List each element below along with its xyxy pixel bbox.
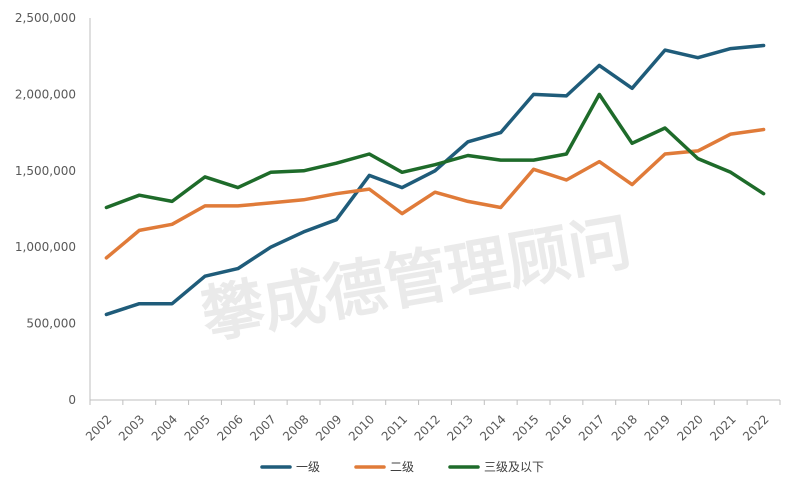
legend-label-2: 二级: [390, 460, 414, 474]
y-tick-label: 500,000: [26, 317, 76, 331]
y-tick-label: 0: [68, 393, 76, 407]
series-line-3: [104, 92, 766, 210]
x-tick-label: 2015: [510, 412, 541, 443]
x-tick-label: 2007: [247, 412, 278, 443]
x-tick-label: 2004: [149, 412, 180, 443]
x-tick-label: 2016: [543, 412, 574, 443]
x-tick-label: 2019: [642, 412, 673, 443]
x-tick-label: 2005: [182, 412, 213, 443]
x-tick-label: 2014: [477, 412, 508, 443]
legend-label-1: 一级: [296, 460, 320, 474]
y-tick-label: 1,500,000: [15, 164, 76, 178]
series-line-1: [104, 43, 766, 317]
x-tick-label: 2013: [444, 412, 475, 443]
legend-label-3: 三级及以下: [484, 460, 544, 474]
x-tick-label: 2021: [707, 412, 738, 443]
y-tick-label: 2,500,000: [15, 11, 76, 25]
x-tick-label: 2002: [83, 412, 114, 443]
x-tick-label: 2018: [609, 412, 640, 443]
x-tick-label: 2008: [280, 412, 311, 443]
legend: 一级 二级 三级及以下: [260, 460, 544, 474]
x-tick-label: 2010: [346, 412, 377, 443]
series-line-2: [104, 127, 766, 260]
x-tick-label: 2009: [313, 412, 344, 443]
y-tick-label: 2,000,000: [15, 87, 76, 101]
watermark: 攀成德管理顾问: [196, 205, 636, 352]
x-tick-label: 2022: [740, 412, 771, 443]
y-tick-label: 1,000,000: [15, 240, 76, 254]
series-layer: [104, 43, 766, 317]
x-tick-label: 2017: [576, 412, 607, 443]
x-tick-label: 2003: [116, 412, 147, 443]
x-tick-label: 2012: [412, 412, 443, 443]
x-tick-label: 2020: [674, 412, 705, 443]
axes: 0 500,000 1,000,000 1,500,000 2,000,000 2,500…: [15, 11, 781, 444]
x-tick-label: 2006: [214, 412, 245, 443]
x-tick-label: 2011: [379, 412, 410, 443]
